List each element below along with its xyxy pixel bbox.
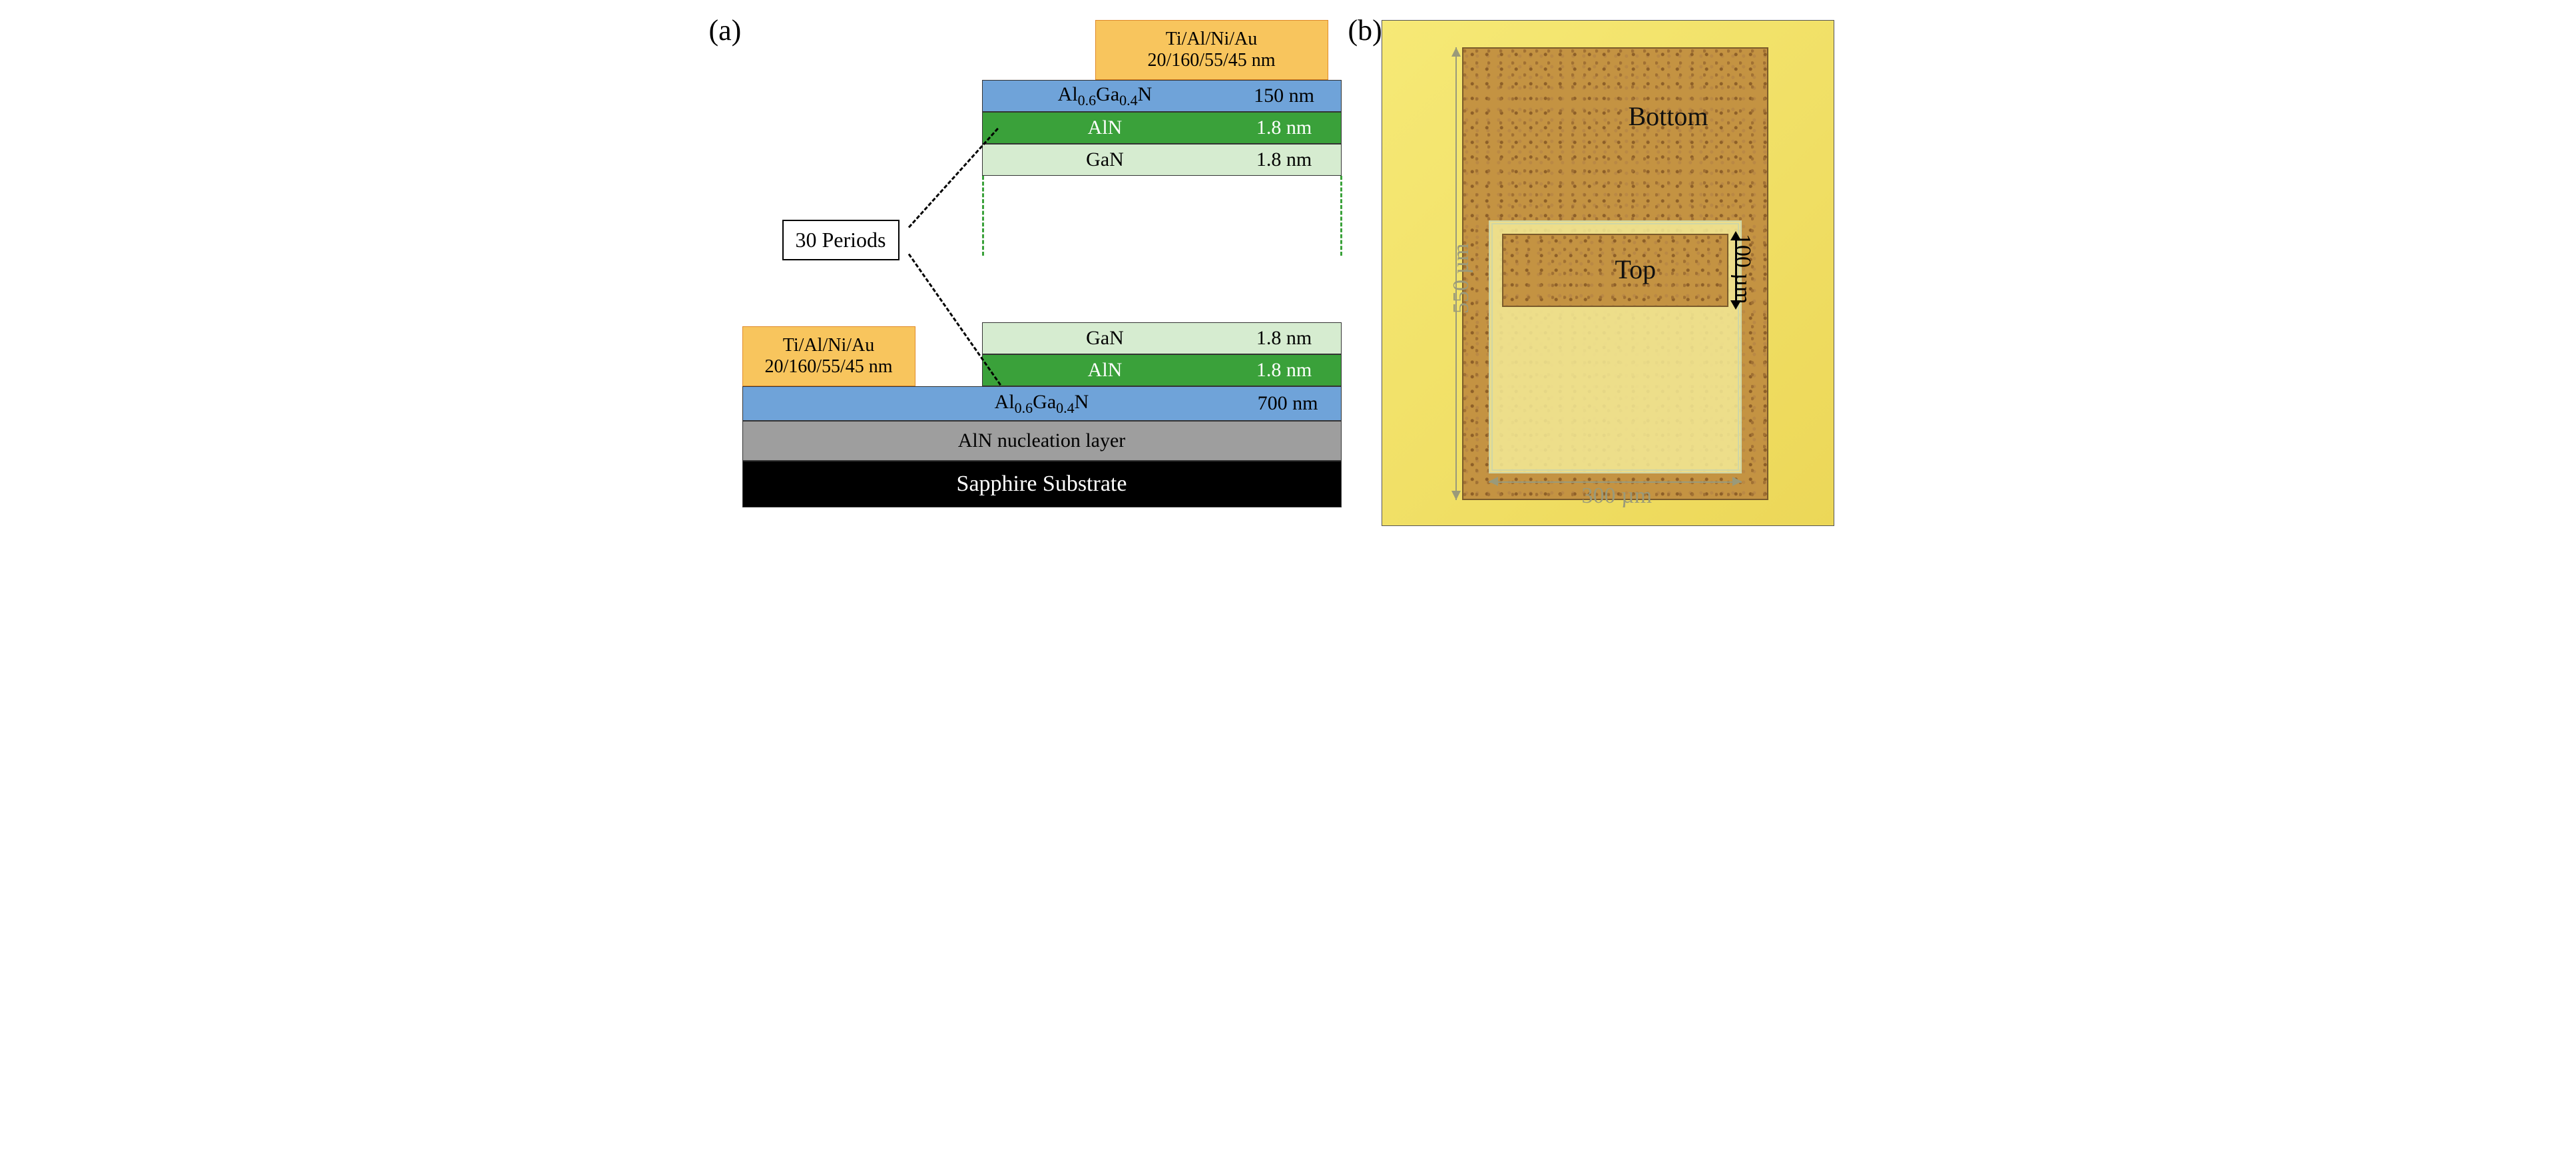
aln-bot-material: AlN	[983, 359, 1228, 382]
aln-top-thickness: 1.8 nm	[1228, 117, 1341, 139]
periods-callout: 30 Periods	[782, 220, 900, 260]
substrate-material: Sapphire Substrate	[947, 471, 1137, 497]
dim-100-label: 100 µm	[1730, 234, 1755, 304]
dim-550-label: 550 µm	[1449, 243, 1474, 314]
top-contact-thickness: 20/160/55/45 nm	[1138, 50, 1284, 71]
layer-aln-top: AlN 1.8 nm	[982, 112, 1342, 144]
layer-gan-top: GaN 1.8 nm	[982, 144, 1342, 176]
dim-300-arrow-l	[1489, 477, 1498, 486]
bottom-pad-label: Bottom	[1629, 101, 1708, 132]
nucleation-material: AlN nucleation layer	[949, 430, 1135, 452]
layer-gan-bot: GaN 1.8 nm	[982, 322, 1342, 354]
algann-base-material: Al0.6Ga0.4N	[869, 391, 1215, 417]
gan-bot-material: GaN	[983, 327, 1228, 350]
layer-algann-base: Al0.6Ga0.4N 700 nm	[742, 386, 1342, 421]
dim-550-arrow-bot	[1451, 491, 1461, 500]
layer-algann-top: Al0.6Ga0.4N 150 nm	[982, 80, 1342, 112]
bottom-contact-thickness: 20/160/55/45 nm	[755, 356, 902, 378]
panel-a: (a) Ti/Al/Ni/Au 20/160/55/45 nm Al0.6Ga0…	[742, 20, 1342, 533]
gan-top-material: GaN	[983, 148, 1228, 171]
dim-300-line	[1489, 481, 1742, 483]
layer-aln-bot: AlN 1.8 nm	[982, 354, 1342, 386]
top-pad-label: Top	[1615, 254, 1657, 285]
algann-base-thickness: 700 nm	[1248, 392, 1328, 415]
dim-300-arrow-r	[1732, 477, 1742, 486]
panel-b-label: (b)	[1348, 13, 1382, 47]
gan-top-thickness: 1.8 nm	[1228, 148, 1341, 171]
periods-dash-top	[907, 128, 998, 228]
layer-top-contact: Ti/Al/Ni/Au 20/160/55/45 nm	[1095, 20, 1328, 80]
layer-stack: Ti/Al/Ni/Au 20/160/55/45 nm Al0.6Ga0.4N …	[742, 20, 1342, 533]
layer-substrate: Sapphire Substrate	[742, 461, 1342, 507]
algann-top-thickness: 150 nm	[1228, 85, 1341, 107]
period-gap-right-dash	[1340, 176, 1342, 256]
aln-top-material: AlN	[983, 117, 1228, 139]
dim-550-arrow-top	[1451, 47, 1461, 57]
micrograph: Bottom Top 550 µm 300 µm 100 µm	[1382, 20, 1834, 526]
aln-bot-thickness: 1.8 nm	[1228, 359, 1341, 382]
layer-bottom-contact: Ti/Al/Ni/Au 20/160/55/45 nm	[742, 326, 915, 386]
layer-nucleation: AlN nucleation layer	[742, 421, 1342, 461]
panel-b: (b) Bottom Top 550 µm 300 µm	[1382, 20, 1834, 526]
bottom-contact-material: Ti/Al/Ni/Au	[774, 335, 884, 356]
figure-root: (a) Ti/Al/Ni/Au 20/160/55/45 nm Al0.6Ga0…	[20, 20, 2556, 533]
periods-dash-bottom	[907, 254, 1001, 386]
algann-top-material: Al0.6Ga0.4N	[983, 83, 1228, 109]
periods-label: 30 Periods	[796, 228, 886, 252]
period-gap-left-dash	[982, 176, 984, 256]
gan-bot-thickness: 1.8 nm	[1228, 327, 1341, 350]
dim-300-label: 300 µm	[1582, 483, 1653, 509]
top-contact-material: Ti/Al/Ni/Au	[1157, 29, 1266, 50]
panel-a-label: (a)	[709, 13, 742, 47]
